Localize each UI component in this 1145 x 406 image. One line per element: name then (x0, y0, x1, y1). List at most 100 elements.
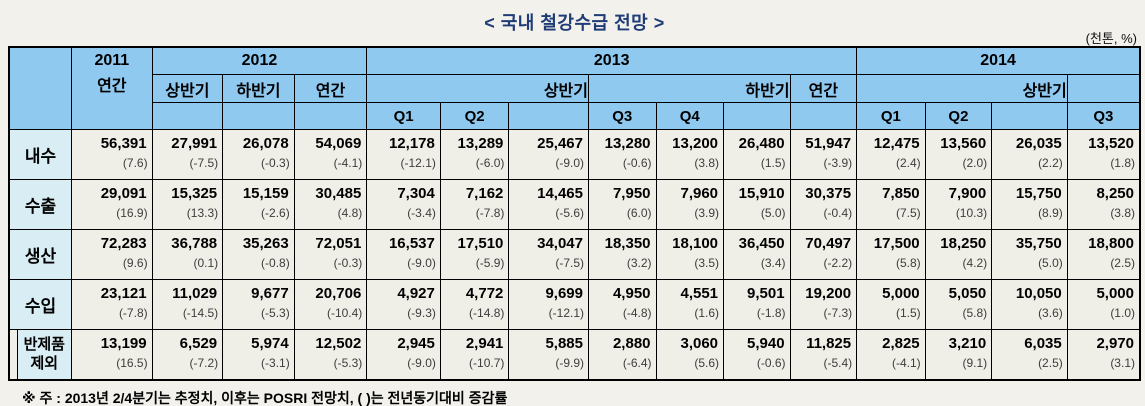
cell-percent: (-5.9) (475, 256, 505, 270)
cell-value: 2,825 (882, 335, 920, 352)
data-cell: 9,501 (-1.8) (723, 279, 791, 330)
cell-percent: (-0.3) (333, 256, 363, 270)
cell-value: 72,283 (100, 235, 147, 252)
cell-percent: (-1.8) (756, 306, 786, 320)
cell-percent: (1.5) (895, 306, 921, 320)
cell-percent: (-7.2) (189, 356, 219, 370)
data-cell: 13,560 (2.0) (924, 129, 993, 180)
cell-value: 30,485 (315, 185, 362, 202)
cell-value: 13,280 (604, 135, 651, 152)
data-cell: 18,800 (2.5) (1066, 229, 1141, 280)
cell-value: 2,880 (612, 335, 651, 352)
data-cell: 7,900 (10.3) (924, 179, 993, 230)
header-empty-cell (222, 102, 295, 130)
cell-value: 11,825 (806, 335, 852, 352)
cell-percent: (5.0) (1038, 256, 1063, 270)
cell-percent: (-5.6) (555, 206, 584, 220)
data-cell: 34,047 (-7.5) (508, 229, 589, 280)
cell-value: 72,051 (315, 235, 362, 252)
col-header-2014-h1: 상반기 (856, 74, 1068, 103)
cell-value: 4,927 (397, 285, 435, 302)
cell-value: 19,200 (805, 285, 852, 302)
cell-value: 23,121 (100, 285, 147, 302)
cell-percent: (-4.8) (622, 306, 652, 320)
cell-value: 15,910 (738, 185, 785, 202)
data-cell: 9,677 (-5.3) (222, 279, 295, 330)
data-cell: 36,788 (0.1) (151, 229, 224, 280)
col-header-2013-h2: 하반기 (588, 74, 791, 103)
cell-percent: (7.6) (122, 156, 148, 170)
title-bar: < 국내 철강수급 전망 > (천톤, %) (8, 4, 1141, 46)
header-empty-cell (723, 102, 791, 130)
cell-percent: (-3.9) (823, 156, 853, 170)
data-cell: 11,029 (-14.5) (151, 279, 224, 330)
data-cell: 16,537 (-9.0) (366, 229, 441, 280)
data-cell: 4,551 (1.6) (655, 279, 725, 330)
data-cell: 9,699 (-12.1) (508, 279, 589, 330)
cell-percent: (9.1) (962, 356, 988, 370)
cell-value: 13,200 (672, 135, 719, 152)
header-row-quarters: Q1 Q2 Q3 Q4 Q1 Q2 Q3 (9, 102, 1141, 130)
cell-value: 6,035 (1024, 335, 1062, 352)
cell-value: 26,480 (738, 135, 785, 152)
cell-value: 5,000 (1096, 285, 1134, 302)
cell-percent: (2.0) (962, 156, 988, 170)
cell-percent: (-9.9) (555, 356, 584, 370)
cell-value: 5,940 (747, 335, 785, 352)
col-header-2013-h1: 상반기 (366, 74, 589, 103)
cell-value: 27,991 (171, 135, 218, 152)
cell-value: 54,069 (315, 135, 362, 152)
table-row: 반제품 제외 13,199 (16.5) 6,529 (-7.2) 5,974 (-3.1) 1… (8, 329, 1141, 380)
cell-percent: (3.9) (694, 206, 720, 220)
row-label: 반제품 제외 (16, 329, 72, 380)
cell-value: 7,900 (948, 185, 987, 202)
cell-value: 10,050 (1015, 285, 1062, 302)
data-cell: 35,750 (5.0) (991, 229, 1068, 280)
header-blank-cell (1066, 74, 1141, 103)
data-cell: 6,529 (-7.2) (151, 329, 224, 380)
data-cell: 2,945 (-9.0) (366, 329, 441, 380)
cell-percent: (8.9) (1038, 206, 1063, 220)
col-header-2014-q3: Q3 (1066, 102, 1141, 130)
cell-percent: (-4.1) (333, 156, 363, 170)
data-cell: 2,941 (-10.7) (439, 329, 510, 380)
table-body: 내수 56,391 (7.6) 27,991 (-7.5) 26,078 (-0.3) 54,… (8, 129, 1141, 380)
cell-percent: (-6.0) (475, 156, 505, 170)
col-header-2014: 2014 (856, 46, 1141, 75)
cell-value: 9,501 (747, 285, 785, 302)
data-cell: 20,706 (-10.4) (293, 279, 368, 330)
col-header-2014-q1: Q1 (856, 102, 926, 130)
cell-value: 5,000 (882, 285, 920, 302)
data-cell: 11,825 (-5.4) (789, 329, 858, 380)
cell-percent: (3.8) (1110, 206, 1135, 220)
data-cell: 3,210 (9.1) (924, 329, 993, 380)
cell-percent: (-0.6) (756, 356, 786, 370)
cell-value: 2,941 (465, 335, 504, 352)
cell-percent: (-10.7) (469, 356, 505, 370)
cell-value: 12,502 (315, 335, 362, 352)
data-cell: 10,050 (3.6) (991, 279, 1068, 330)
cell-value: 15,159 (242, 185, 289, 202)
row-label: 수출 (8, 179, 72, 230)
cell-percent: (9.6) (122, 256, 148, 270)
cell-percent: (-9.0) (407, 256, 436, 270)
cell-value: 29,091 (100, 185, 147, 202)
cell-percent: (13.3) (186, 206, 219, 220)
cell-value: 35,750 (1015, 235, 1062, 252)
cell-value: 7,960 (680, 185, 719, 202)
col-header-2012-h1: 상반기 (151, 74, 224, 103)
cell-percent: (2.5) (1110, 256, 1135, 270)
header-row-years: 2011 연간 2012 2013 2014 (8, 46, 1141, 130)
data-cell: 26,035 (2.2) (991, 129, 1068, 180)
cell-value: 7,162 (465, 185, 504, 202)
col-header-2012-h2: 하반기 (222, 74, 295, 103)
data-cell: 12,178 (-12.1) (366, 129, 441, 180)
cell-value: 51,947 (805, 135, 852, 152)
col-header-2011: 2011 연간 (70, 46, 153, 130)
data-cell: 5,000 (1.5) (856, 279, 926, 330)
cell-percent: (3.6) (1038, 306, 1063, 320)
cell-percent: (5.6) (694, 356, 720, 370)
cell-percent: (1.8) (1110, 156, 1135, 170)
cell-percent: (10.3) (955, 206, 988, 220)
